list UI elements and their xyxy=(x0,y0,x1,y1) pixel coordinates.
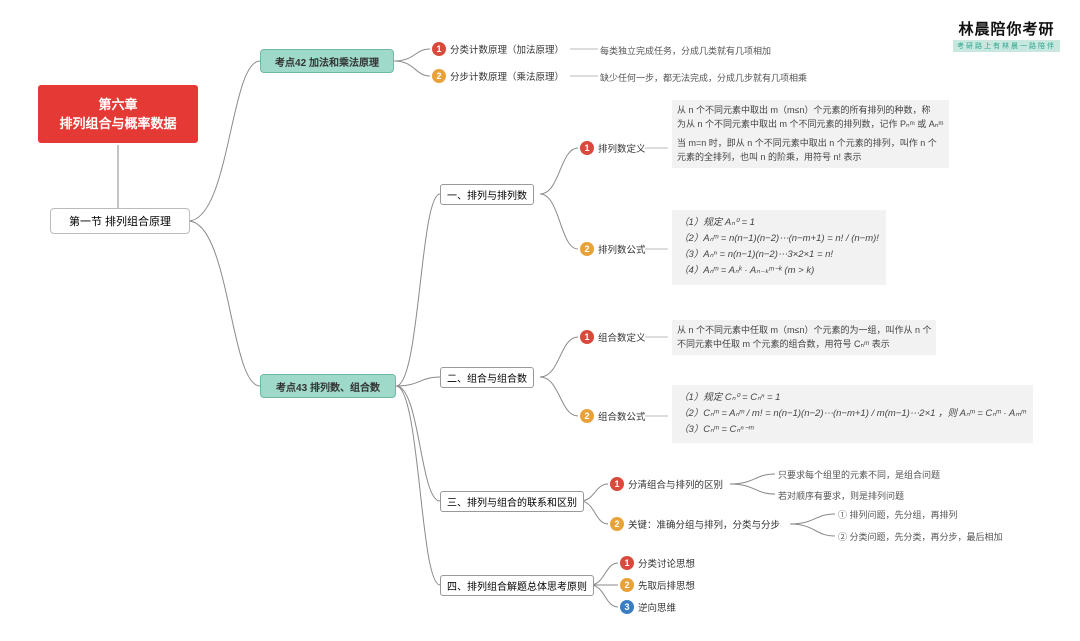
level1-n1: 一、排列与排列数 xyxy=(440,184,534,205)
level1-n4: 四、排列组合解题总体思考原则 xyxy=(440,575,594,596)
num1-icon: 1 xyxy=(620,556,634,570)
num2-icon: 2 xyxy=(610,517,624,531)
n2-leaf-b: 2 组合数公式 xyxy=(580,409,646,423)
n3-b-d2: ② 分类问题，先分类，再分步，最后相加 xyxy=(838,530,1003,543)
num1-icon: 1 xyxy=(580,330,594,344)
num1-icon: 1 xyxy=(610,477,624,491)
t42-leaf1-desc: 每类独立完成任务，分成几类就有几项相加 xyxy=(600,44,771,57)
n2-leaf-a: 1 组合数定义 xyxy=(580,330,646,344)
n3-a-d1: 只要求每个组里的元素不同，是组合问题 xyxy=(778,468,940,481)
chapter-line2: 排列组合与概率数据 xyxy=(59,114,176,134)
num3-icon: 3 xyxy=(620,600,634,614)
num1-icon: 1 xyxy=(432,42,446,56)
t42-leaf1: 1 分类计数原理（加法原理） xyxy=(432,42,564,56)
topic43-node: 考点43 排列数、组合数 xyxy=(260,374,396,398)
chapter-line1: 第六章 xyxy=(59,95,176,115)
n4-leaf-a: 1 分类讨论思想 xyxy=(620,556,695,570)
section-node: 第一节 排列组合原理 xyxy=(50,208,190,234)
num1-icon: 1 xyxy=(580,141,594,155)
n1-leaf-b: 2 排列数公式 xyxy=(580,242,646,256)
brand-block: 林晨陪你考研 考研路上有林晨一路陪伴 xyxy=(953,18,1060,52)
n4-leaf-c: 3 逆向思维 xyxy=(620,600,676,614)
chapter-node: 第六章 排列组合与概率数据 xyxy=(38,85,198,143)
brand-sub: 考研路上有林晨一路陪伴 xyxy=(953,40,1060,52)
topic42-node: 考点42 加法和乘法原理 xyxy=(260,49,394,73)
n1-leaf-a: 1 排列数定义 xyxy=(580,141,646,155)
num2-icon: 2 xyxy=(580,409,594,423)
num2-icon: 2 xyxy=(620,578,634,592)
n1-a-descbox: 从 n 个不同元素中取出 m（m≤n）个元素的所有排列的种数，称 为从 n 个不… xyxy=(672,100,949,168)
n3-b-d1: ① 排列问题，先分组，再排列 xyxy=(838,508,958,521)
brand-title: 林晨陪你考研 xyxy=(953,18,1060,39)
t42-leaf2: 2 分步计数原理（乘法原理） xyxy=(432,69,564,83)
n3-a-d2: 若对顺序有要求，则是排列问题 xyxy=(778,489,904,502)
n4-leaf-b: 2 先取后排思想 xyxy=(620,578,695,592)
num2-icon: 2 xyxy=(432,69,446,83)
level1-n3: 三、排列与组合的联系和区别 xyxy=(440,491,584,512)
n3-leaf-a: 1 分清组合与排列的区别 xyxy=(610,477,723,491)
n2-a-descbox: 从 n 个不同元素中任取 m（m≤n）个元素的为一组，叫作从 n 个 不同元素中… xyxy=(672,320,936,355)
n1-b-formulabox: （1）规定 Aₙ⁰ = 1 （2）Aₙᵐ = n(n−1)(n−2)⋯(n−m+… xyxy=(672,210,886,285)
n3-leaf-b: 2 关键：准确分组与排列，分类与分步 xyxy=(610,517,780,531)
n2-b-formulabox: （1）规定 Cₙ⁰ = Cₙⁿ = 1 （2）Cₙᵐ = Aₙᵐ / m! = … xyxy=(672,385,1033,443)
num2-icon: 2 xyxy=(580,242,594,256)
t42-leaf2-desc: 缺少任何一步，都无法完成，分成几步就有几项相乘 xyxy=(600,71,807,84)
level1-n2: 二、组合与组合数 xyxy=(440,367,534,388)
